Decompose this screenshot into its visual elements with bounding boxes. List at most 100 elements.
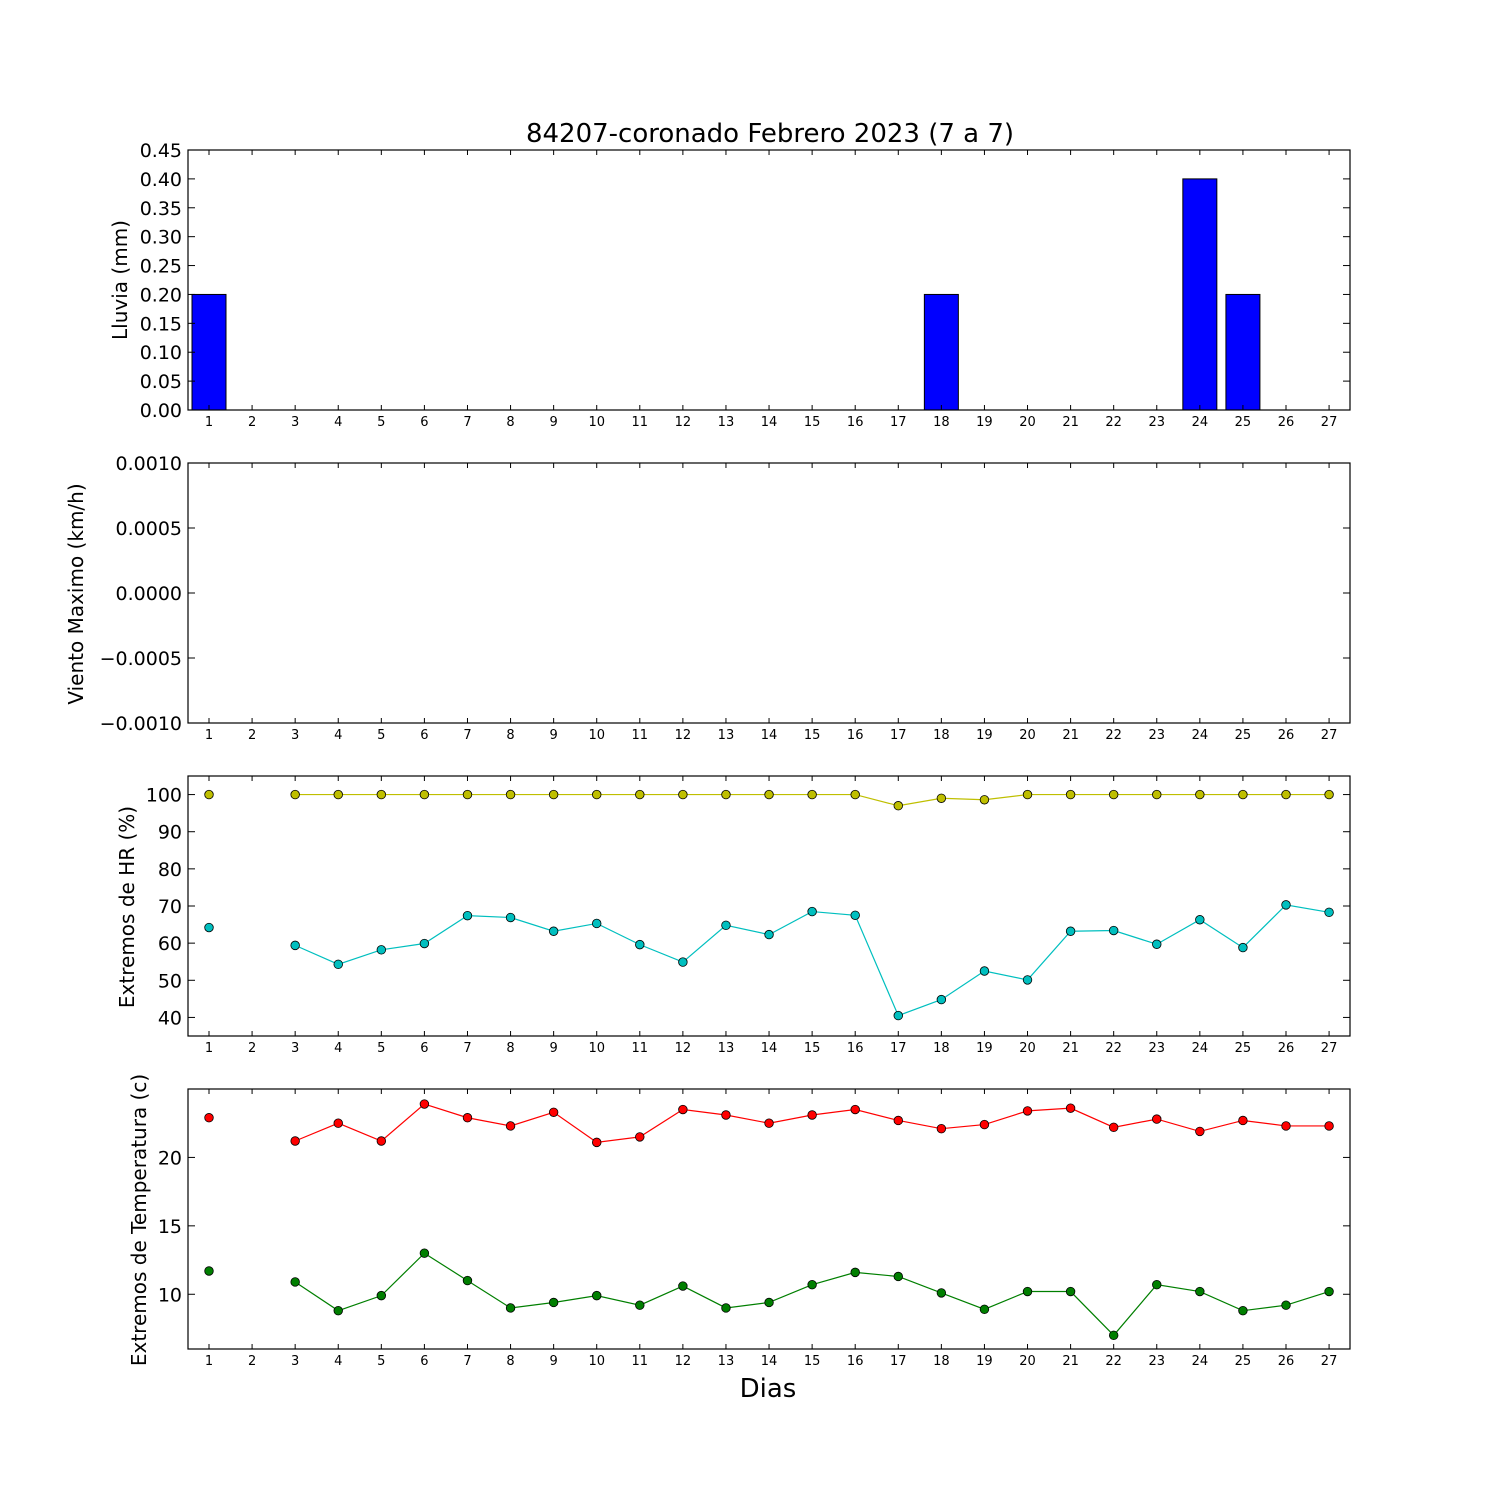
rain-panel: 1 2 3 4 5 6 7 8 9 10 11 12 13 14 15 16 17 18 19 20 21 22 23 24 2… (140, 140, 1351, 430)
data-point (1238, 789, 1248, 800)
x-tick-label: 15 (804, 1354, 821, 1369)
humidity-panel: 1 2 3 4 5 6 7 8 9 10 11 12 13 14 15 16 17 18 19 20 21 22 23 24 2… (146, 775, 1351, 1056)
data-point (893, 1115, 903, 1126)
data-point (936, 1123, 947, 1134)
x-tick-label: 12 (675, 728, 692, 743)
x-tick-label: 22 (1105, 415, 1122, 430)
x-tick-label: 21 (1062, 1354, 1079, 1369)
y-tick-label: −0.0005 (100, 648, 182, 670)
x-tick-label: 20 (1019, 1354, 1036, 1369)
x-tick-label: 20 (1019, 1041, 1036, 1056)
x-tick-label: 5 (377, 728, 385, 743)
x-tick-label: 3 (291, 1041, 299, 1056)
data-point (1324, 789, 1334, 800)
x-tick-label: 3 (291, 1354, 299, 1369)
data-point (333, 959, 343, 970)
data-point (204, 789, 214, 800)
data-point (1022, 1286, 1033, 1297)
x-tick-label: 20 (1019, 728, 1036, 743)
data-point (936, 793, 947, 803)
data-point (1281, 789, 1291, 800)
data-point (1022, 789, 1033, 800)
x-tick-label: 7 (463, 1041, 471, 1056)
x-tick-label: 9 (549, 415, 557, 430)
x-tick-label: 7 (463, 1354, 471, 1369)
x-tick-label: 2 (248, 415, 256, 430)
data-point (850, 910, 860, 920)
data-point (807, 1110, 817, 1120)
x-tick-label: 7 (463, 415, 471, 430)
data-point (592, 1137, 602, 1148)
x-tick-label: 21 (1062, 728, 1079, 743)
y-tick-label: 0.05 (140, 371, 182, 393)
data-point (548, 1297, 559, 1308)
data-point (462, 1113, 473, 1123)
x-tick-label: 14 (761, 415, 778, 430)
y-tick-label: 0.25 (140, 256, 182, 278)
data-point (893, 801, 903, 811)
data-point (290, 1136, 300, 1146)
data-point (764, 789, 774, 800)
y-tick-label: 0.35 (140, 198, 182, 220)
x-tick-label: 19 (976, 1354, 993, 1369)
data-point (1065, 1103, 1076, 1113)
x-tick-label: 10 (588, 415, 605, 430)
x-tick-label: 25 (1235, 1354, 1252, 1369)
x-tick-label: 15 (804, 728, 821, 743)
x-tick-label: 24 (1192, 1041, 1209, 1056)
x-tick-label: 22 (1105, 1354, 1122, 1369)
y-tick-label: 0.15 (140, 313, 182, 335)
temperature-panel: 1 2 3 4 5 6 7 8 9 10 11 12 13 14 15 16 17 18 19 20 21 22 23 24 2… (158, 1088, 1351, 1369)
x-tick-label: 3 (291, 728, 299, 743)
x-tick-label: 21 (1062, 415, 1079, 430)
y-tick-label: 0.10 (140, 342, 182, 364)
humidity-y-axis-label: Extremos de HR (%) (115, 806, 139, 1008)
data-point (1281, 900, 1291, 910)
y-tick-label: 0.0005 (116, 518, 182, 540)
rain-bar (923, 293, 959, 411)
data-point (979, 795, 990, 805)
data-point (1022, 1106, 1033, 1116)
data-point (505, 912, 516, 923)
data-point (678, 957, 688, 967)
data-point (850, 789, 860, 800)
data-point (333, 1118, 343, 1128)
data-point (419, 1099, 430, 1109)
y-tick-label: 60 (158, 933, 182, 955)
x-tick-label: 12 (675, 1354, 692, 1369)
data-point (979, 966, 990, 976)
series-line (294, 1103, 1330, 1143)
x-tick-label: 19 (976, 1041, 993, 1056)
x-tick-label: 12 (675, 415, 692, 430)
x-tick-label: 27 (1321, 728, 1338, 743)
data-point (376, 1290, 387, 1301)
wind-y-axis-label: Viento Maximo (km/h) (64, 483, 88, 704)
x-tick-label: 6 (420, 1354, 428, 1369)
x-tick-label: 4 (334, 728, 342, 743)
data-point (290, 789, 300, 800)
x-tick-label: 18 (933, 728, 950, 743)
data-point (1238, 942, 1248, 953)
data-point (419, 1248, 430, 1258)
y-tick-label: 50 (158, 970, 182, 992)
x-tick-label: 24 (1192, 415, 1209, 430)
data-point (721, 789, 731, 800)
data-point (635, 1300, 645, 1310)
data-point (807, 1279, 817, 1290)
x-tick-label: 24 (1192, 1354, 1209, 1369)
y-tick-label: 0.00 (140, 400, 182, 422)
plot-frame (187, 149, 1351, 411)
x-tick-label: 13 (718, 1354, 735, 1369)
x-tick-label: 2 (248, 728, 256, 743)
x-tick-label: 18 (933, 1354, 950, 1369)
x-tick-label: 6 (420, 415, 428, 430)
data-point (678, 789, 688, 800)
rain-y-axis-label: Lluvia (mm) (108, 220, 132, 340)
x-tick-label: 23 (1148, 1354, 1165, 1369)
x-tick-label: 8 (506, 728, 514, 743)
data-point (678, 1281, 688, 1291)
data-point (1108, 1330, 1119, 1341)
data-point (979, 1304, 990, 1315)
rain-bar (1182, 178, 1218, 411)
